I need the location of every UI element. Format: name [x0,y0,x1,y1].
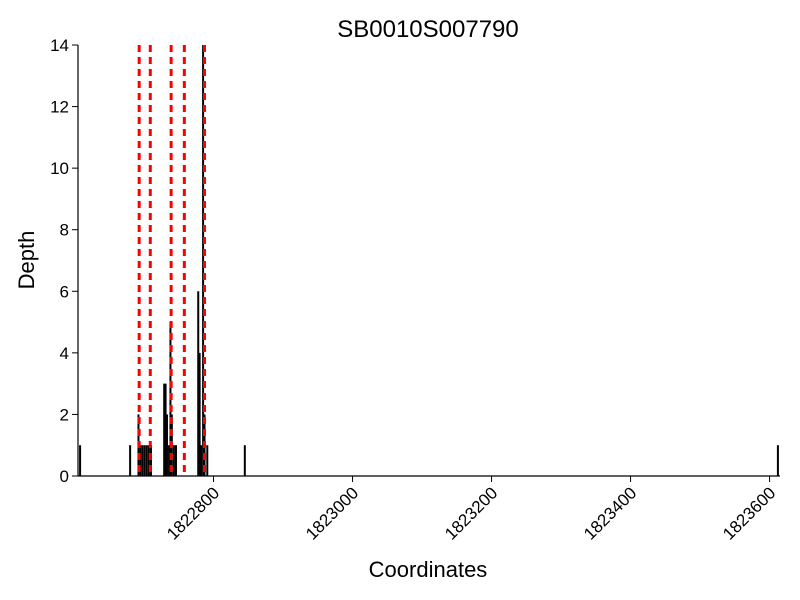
depth-bar [206,445,209,476]
depth-bar [164,383,167,476]
y-ticks: 0 2 4 6 8 10 12 14 [50,36,78,486]
depth-bar [200,445,203,476]
depth-bar [172,445,175,476]
y-axis-label: Depth [14,231,39,290]
depth-bar [168,445,171,476]
depth-bar [129,445,132,476]
depth-bar [141,445,144,476]
depth-bar [149,445,152,476]
depth-bar [79,445,82,476]
depth-bar [202,45,205,476]
y-tick-label: 10 [50,159,69,178]
y-tick-label: 0 [60,467,69,486]
chart-title: SB0010S007790 [337,16,519,43]
depth-bar [197,291,200,476]
y-tick-label: 2 [60,405,69,424]
depth-bar [198,352,201,476]
x-axis-label: Coordinates [369,557,488,582]
y-tick-label: 4 [60,344,69,363]
depth-bar [163,383,166,476]
depth-bar [139,445,142,476]
depth-bar [147,445,150,476]
axes-layer [77,45,780,477]
y-tick-label: 14 [50,36,69,55]
depth-bar [145,445,148,476]
depth-bar [175,445,177,476]
y-tick-label: 12 [50,98,69,117]
y-tick-label: 8 [60,221,69,240]
y-tick-label: 6 [60,282,69,301]
depth-bar [243,445,246,476]
depth-bar [143,445,146,476]
depth-bar [165,414,168,476]
depth-bar [776,445,779,476]
